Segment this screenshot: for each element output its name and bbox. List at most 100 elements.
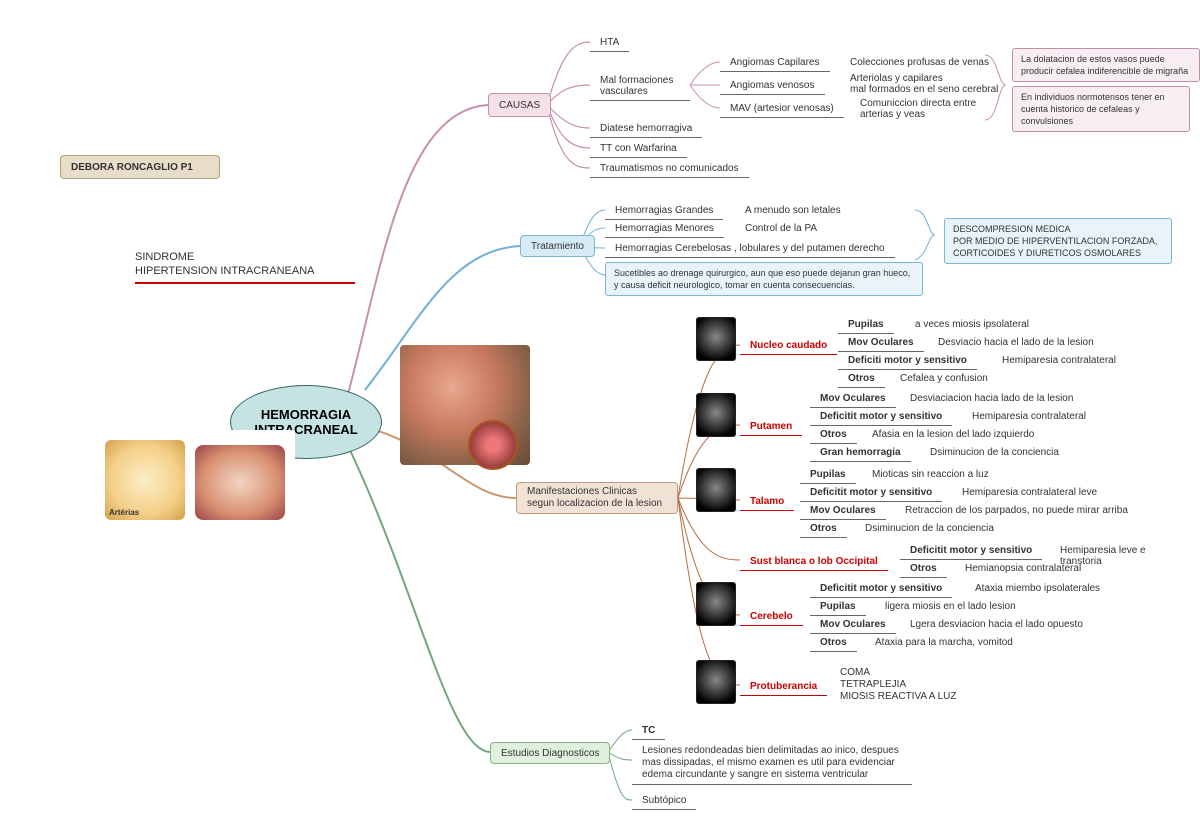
arterias-label: Artérias <box>109 508 139 517</box>
lbl: Traumatismos no comunicados <box>600 163 739 174</box>
r: Deficitit motor y sensitivo <box>800 484 942 502</box>
causas-sidenote-2: En individuos normotensos tener en cuent… <box>1012 86 1190 132</box>
anatomy-2-icon <box>195 445 285 520</box>
trat-cereb: Hemorragias Cerebelosas , lobulares y de… <box>605 240 895 258</box>
causas-sidenote-1: La dolatacion de estos vasos puede produ… <box>1012 48 1200 82</box>
lbl: DESCOMPRESION MEDICA POR MEDIO DE HIPERV… <box>953 224 1157 258</box>
causas-title: CAUSAS <box>499 100 540 111</box>
r: a veces miosis ipsolateral <box>905 316 1039 333</box>
scan-talamo-icon <box>696 468 736 512</box>
manif-node[interactable]: Manifestaciones Clinicas segun localizac… <box>516 482 678 514</box>
r: Desviacio hacia el lado de la lesion <box>928 334 1104 351</box>
r: Hemiparesia contralateral <box>962 408 1096 425</box>
r: Ataxia miembo ipsolaterales <box>965 580 1110 597</box>
angioma-cap: Angiomas Capilares <box>720 54 830 72</box>
scan-putamen-icon <box>696 393 736 437</box>
trat-menores: Hemorragias Menores <box>605 220 724 238</box>
trat-grandes-note: A menudo son letales <box>735 202 851 219</box>
r: Ataxia para la marcha, vomitod <box>865 634 1023 651</box>
lbl: TT con Warfarina <box>600 143 677 154</box>
diag-node[interactable]: Estudios Diagnosticos <box>490 742 610 764</box>
sec-putamen: Putamen <box>740 418 802 436</box>
lbl: Putamen <box>750 421 792 432</box>
lbl: Mal formaciones vasculares <box>600 75 680 97</box>
r: Otros <box>810 634 857 652</box>
r: Otros <box>838 370 885 388</box>
mindmap-canvas: DEBORA RONCAGLIO P1 SINDROME HIPERTENSIO… <box>0 0 1200 822</box>
r: Mov Oculares <box>810 390 896 408</box>
lbl: Colecciones profusas de venas <box>850 57 989 68</box>
r: Desviaciacion hacia lado de la lesion <box>900 390 1083 407</box>
causas-diatese: Diatese hemorragiva <box>590 120 702 138</box>
lbl: Lesiones redondeadas bien delimitadas ao… <box>642 745 902 781</box>
syndrome-subtitle: SINDROME HIPERTENSION INTRACRANEANA <box>135 250 355 284</box>
sec-talamo: Talamo <box>740 493 794 511</box>
trat-menores-note: Control de la PA <box>735 220 827 237</box>
causas-tt: TT con Warfarina <box>590 140 687 158</box>
trat-warning: Sucetibles ao drenage quirurgico, aun qu… <box>605 262 923 296</box>
tc-label: TC <box>632 722 665 740</box>
author-label: DEBORA RONCAGLIO P1 <box>71 162 193 173</box>
lbl: Cerebelo <box>750 611 793 622</box>
scan-protub-icon <box>696 660 736 704</box>
r: Dsiminucion de la conciencia <box>920 444 1069 461</box>
vessel-detail-icon <box>468 420 518 470</box>
mav-note: Comuniccion directa entre arterias y vea… <box>850 95 986 123</box>
sec-caudado: Nucleo caudado <box>740 337 837 355</box>
r: Hemianopsia contralateral <box>955 560 1091 577</box>
lbl: Hemorragias Grandes <box>615 205 713 216</box>
r: Mov Oculares <box>810 616 896 634</box>
r: Retraccion de los parpados, no puede mir… <box>895 502 1138 519</box>
r: Dsiminucion de la conciencia <box>855 520 1004 537</box>
trat-sidenote: DESCOMPRESION MEDICA POR MEDIO DE HIPERV… <box>944 218 1172 264</box>
r: ligera miosis en el lado lesion <box>875 598 1026 615</box>
r: Pupilas <box>800 466 856 484</box>
lbl: Protuberancia <box>750 681 817 692</box>
r: Otros <box>810 426 857 444</box>
r: COMA TETRAPLEJIA MIOSIS REACTIVA A LUZ <box>830 664 967 706</box>
lbl: Talamo <box>750 496 784 507</box>
r: Lgera desviacion hacia el lado opuesto <box>900 616 1093 633</box>
scan-caudado-icon <box>696 317 736 361</box>
lbl: MAV (artesior venosas) <box>730 103 834 114</box>
tratamiento-node[interactable]: Tratamiento <box>520 235 595 257</box>
lbl: Nucleo caudado <box>750 340 827 351</box>
causas-trauma: Traumatismos no comunicados <box>590 160 749 178</box>
lbl: Hemorragias Cerebelosas , lobulares y de… <box>615 243 885 254</box>
r: Hemiparesia contralateral leve <box>952 484 1107 501</box>
angioma-ven-note: Arteriolas y capilares mal formados en e… <box>840 70 1008 98</box>
r: Otros <box>900 560 947 578</box>
lbl: Angiomas venosos <box>730 80 815 91</box>
r: Pupilas <box>838 316 894 334</box>
sec-protub: Protuberancia <box>740 678 827 696</box>
lbl: Subtópico <box>642 795 686 806</box>
lbl: A menudo son letales <box>745 205 841 216</box>
lbl: TC <box>642 725 655 736</box>
causas-hta: HTA <box>590 34 629 52</box>
lbl: Sust blanca o lob Occipital <box>750 556 878 567</box>
r: Deficitit motor y sensitivo <box>810 580 952 598</box>
causas-node[interactable]: CAUSAS <box>488 93 551 117</box>
scan-cerebelo-icon <box>696 582 736 626</box>
lbl: Diatese hemorragiva <box>600 123 692 134</box>
r: Pupilas <box>810 598 866 616</box>
r: Deficitit motor y sensitivo <box>900 542 1042 560</box>
r: Mov Oculares <box>838 334 924 352</box>
lbl: Angiomas Capilares <box>730 57 820 68</box>
lbl: Control de la PA <box>745 223 817 234</box>
syndrome-text: SINDROME HIPERTENSION INTRACRANEANA <box>135 251 315 277</box>
r: Mioticas sin reaccion a luz <box>862 466 999 483</box>
r: Deficitit motor y sensitivo <box>810 408 952 426</box>
lbl: Sucetibles ao drenage quirurgico, aun qu… <box>614 268 910 290</box>
sec-cereb: Cerebelo <box>740 608 803 626</box>
lbl: Hemorragias Menores <box>615 223 714 234</box>
lbl: Arteriolas y capilares mal formados en e… <box>850 73 998 95</box>
lbl: Comuniccion directa entre arterias y vea… <box>860 98 976 120</box>
r: Mov Oculares <box>800 502 886 520</box>
sec-sustb: Sust blanca o lob Occipital <box>740 553 888 571</box>
lbl: Manifestaciones Clinicas segun localizac… <box>527 486 662 510</box>
diag-sub: Subtópico <box>632 792 696 810</box>
r: Gran hemorragia <box>810 444 911 462</box>
trat-grandes: Hemorragias Grandes <box>605 202 723 220</box>
tc-text: Lesiones redondeadas bien delimitadas ao… <box>632 742 912 785</box>
